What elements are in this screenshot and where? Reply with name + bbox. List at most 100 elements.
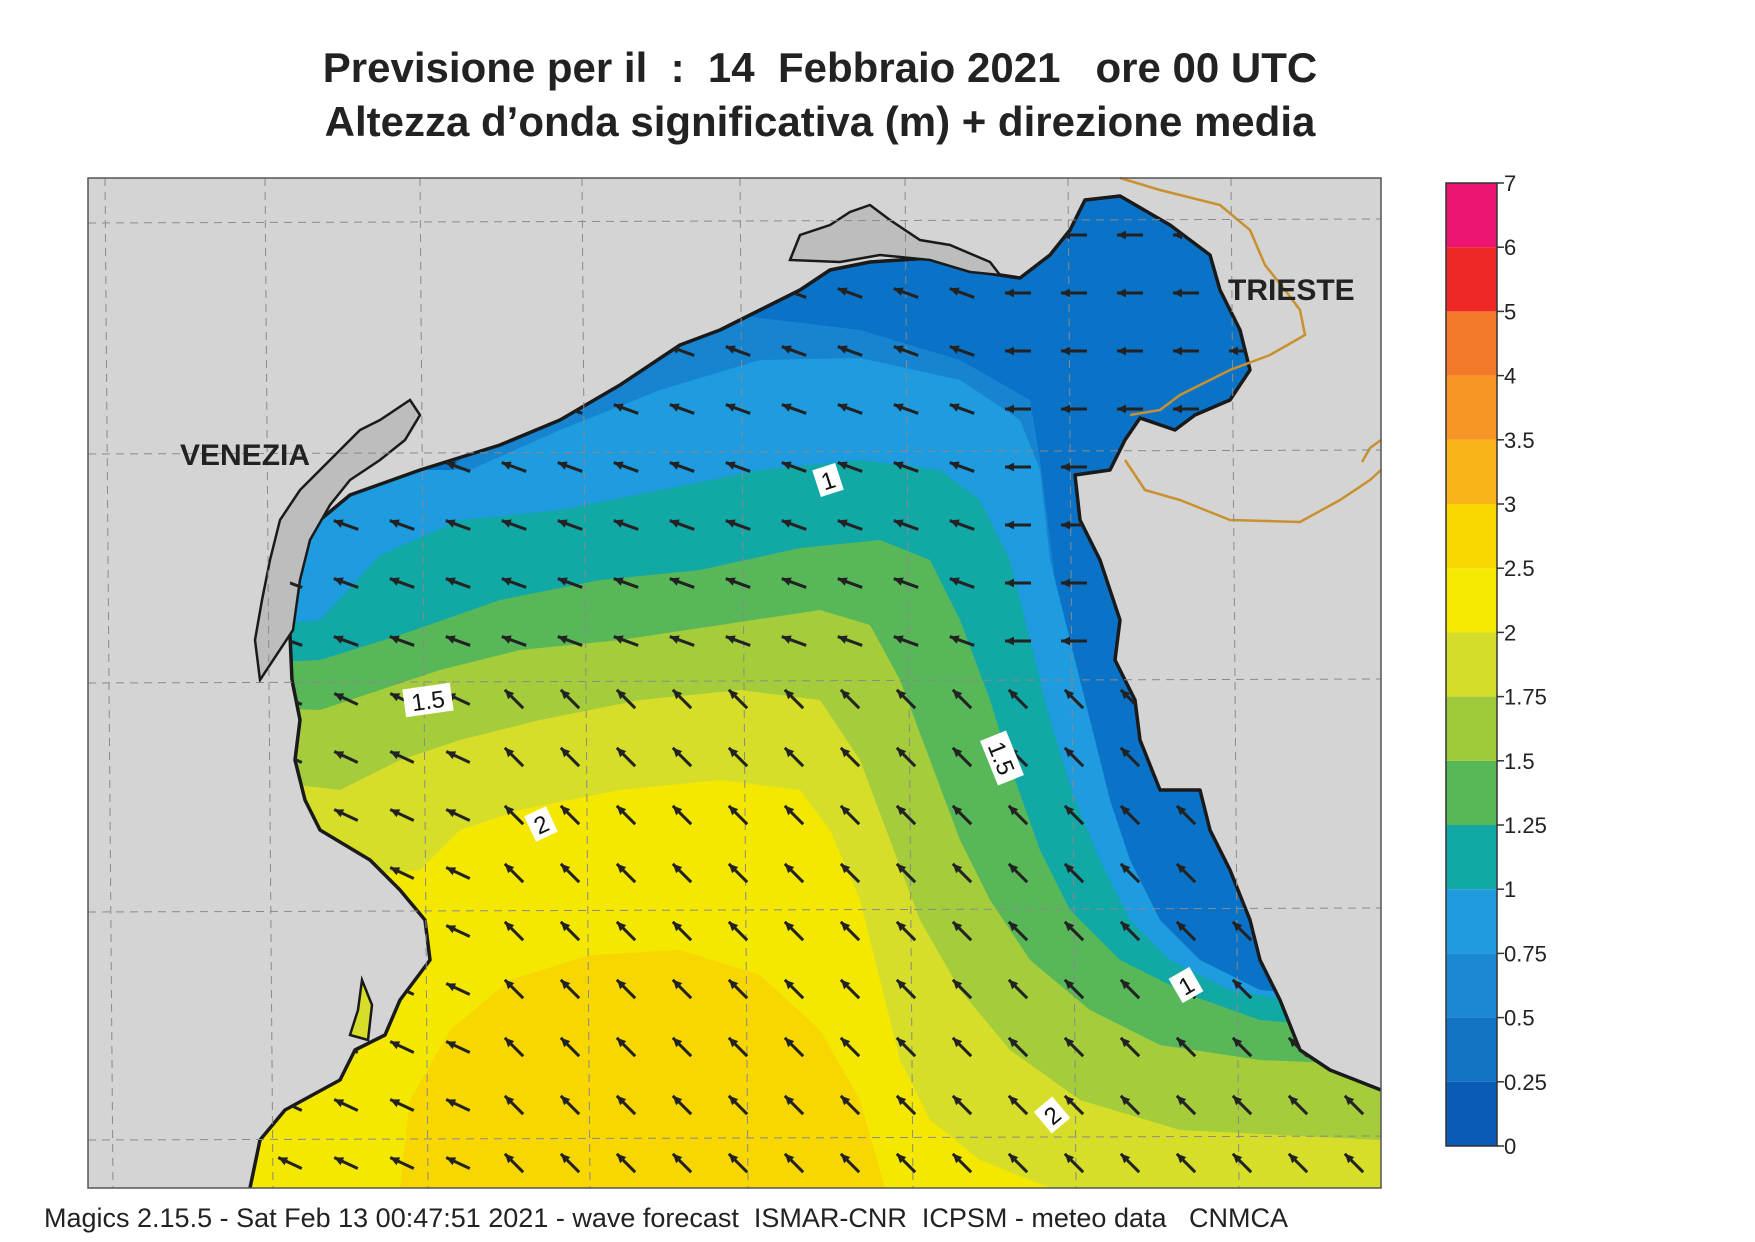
wave-arrow	[893, 635, 919, 647]
legend-swatch	[1446, 1081, 1497, 1146]
wave-arrow	[1231, 1094, 1253, 1116]
wave-arrow	[1397, 405, 1423, 414]
wave-arrow	[1343, 1152, 1365, 1174]
wave-arrow	[1007, 920, 1029, 942]
meridian-line	[904, 178, 914, 1188]
wave-arrow	[333, 750, 359, 764]
wave-arrow	[613, 461, 639, 473]
wave-arrow	[613, 635, 639, 647]
wave-arrow	[445, 635, 471, 647]
wave-arrow	[445, 1098, 471, 1112]
wave-arrow	[781, 403, 807, 415]
wave-arrow	[1397, 637, 1423, 646]
wave-arrow	[949, 287, 975, 299]
wave-arrow	[1007, 688, 1029, 710]
wave-arrow	[1063, 804, 1085, 826]
wave-arrow	[839, 920, 861, 942]
contour-label-1.5-west: 1.5	[402, 682, 454, 718]
wave-arrow	[949, 345, 975, 357]
wave-arrow	[837, 519, 863, 531]
wave-arrow	[1175, 1036, 1197, 1058]
wave-arrow	[445, 808, 471, 822]
wave-arrow	[895, 804, 917, 826]
wave-arrow	[1119, 746, 1141, 768]
parallel-line	[88, 907, 1381, 913]
wave-arrow	[503, 688, 525, 710]
legend-tick-label: 5	[1504, 299, 1516, 324]
wave-arrow	[1401, 748, 1419, 766]
wave-arrow	[1007, 1094, 1029, 1116]
legend-swatch	[1446, 568, 1497, 633]
legend-swatch	[1446, 439, 1497, 504]
wave-arrow	[1401, 1038, 1419, 1056]
meridian-line	[1230, 178, 1240, 1188]
wave-arrow	[1063, 978, 1085, 1000]
legend-border	[1445, 182, 1498, 1147]
wave-arrow	[951, 746, 973, 768]
wave-arrow	[389, 1040, 415, 1054]
wave-arrow	[1119, 1036, 1141, 1058]
wave-arrow	[895, 862, 917, 884]
wave-arrow	[1061, 346, 1087, 356]
wave-arrow	[333, 1156, 359, 1170]
wave-arrow	[837, 635, 863, 647]
wave-arrow	[839, 688, 861, 710]
wave-arrow	[1175, 804, 1197, 826]
wave-arrow	[445, 1040, 471, 1054]
wave-arrow	[1007, 978, 1029, 1000]
legend-tick-label: 2.5	[1504, 556, 1535, 581]
wave-arrow	[895, 1094, 917, 1116]
wave-arrow	[503, 1094, 525, 1116]
wave-arrow	[1117, 230, 1143, 240]
place-label-venezia: VENEZIA	[180, 439, 310, 472]
wave-arrow	[559, 1152, 581, 1174]
wave-arrow	[781, 345, 807, 357]
wave-arrow	[781, 577, 807, 589]
wave-arrow	[503, 978, 525, 1000]
wave-arrow	[1005, 636, 1031, 646]
wave-arrow	[389, 866, 415, 880]
colour-legend: 0 0.25 0.5 0.75 1 1.25 1.5 1.75 2 2.5 3 3.5 4 5 6 7	[1445, 171, 1547, 1159]
wave-arrow	[277, 1156, 303, 1170]
wave-arrow	[333, 519, 359, 531]
wave-arrow	[503, 746, 525, 768]
wave-arrow	[1007, 1152, 1029, 1174]
wave-arrow	[837, 461, 863, 473]
wave-arrow	[559, 1036, 581, 1058]
wave-arrow	[445, 519, 471, 531]
wave-arrow	[559, 804, 581, 826]
wave-arrow	[725, 461, 751, 473]
wave-arrow	[895, 920, 917, 942]
wave-arrow	[783, 688, 805, 710]
wave-arrow	[501, 461, 527, 473]
wave-arrow	[333, 635, 359, 647]
wave-arrow	[1063, 688, 1085, 710]
legend-swatch	[1446, 889, 1497, 954]
wave-arrow	[1231, 920, 1253, 942]
contour-label-2-east: 2	[1033, 1096, 1071, 1134]
wave-arrow	[389, 808, 415, 822]
wave-arrow	[1005, 346, 1031, 356]
wave-arrow	[1175, 920, 1197, 942]
wave-arrow	[671, 978, 693, 1000]
wave-arrow	[727, 1036, 749, 1058]
legend-swatch	[1446, 825, 1497, 890]
wave-arrow	[669, 519, 695, 531]
wave-arrow	[1173, 404, 1199, 414]
legend-tick-label: 1.75	[1504, 685, 1547, 710]
wave-arrow	[1401, 922, 1419, 940]
wave-arrow	[613, 519, 639, 531]
wave-arrow	[559, 688, 581, 710]
wave-arrow	[895, 746, 917, 768]
wave-arrow	[727, 978, 749, 1000]
wave-arrow	[613, 403, 639, 415]
wave-arrow	[949, 577, 975, 589]
parallel-line	[88, 218, 1381, 224]
wave-arrow	[1063, 862, 1085, 884]
legend-swatch	[1446, 632, 1497, 697]
wave-arrow	[1231, 1152, 1253, 1174]
wave-arrow	[1005, 288, 1031, 298]
wave-arrow	[725, 345, 751, 357]
wave-arrow	[503, 862, 525, 884]
